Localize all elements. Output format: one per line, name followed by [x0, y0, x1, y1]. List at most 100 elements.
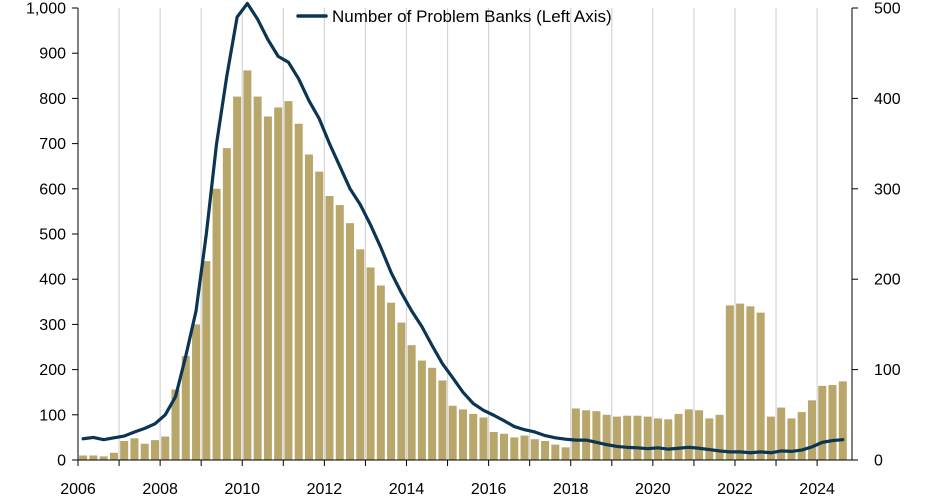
bar-23 — [315, 171, 324, 460]
left-tick-label-1: 100 — [39, 407, 66, 424]
bar-53 — [623, 415, 632, 460]
bar-series — [79, 70, 847, 461]
bar-31 — [397, 322, 406, 460]
bar-7 — [150, 440, 159, 460]
bar-30 — [387, 302, 396, 460]
bar-46 — [551, 444, 560, 460]
bar-48 — [571, 408, 580, 460]
bar-8 — [161, 436, 170, 460]
vertical-gridlines — [118, 8, 818, 460]
bar-1 — [89, 455, 98, 460]
bar-68 — [777, 407, 786, 460]
bar-57 — [664, 419, 673, 460]
x-tick-label-2022: 2022 — [717, 481, 753, 498]
bar-2 — [99, 456, 108, 460]
x-tick-label-2020: 2020 — [635, 481, 671, 498]
left-tick-label-3: 300 — [39, 317, 66, 334]
x-tick-label-2024: 2024 — [799, 481, 835, 498]
bar-24 — [325, 196, 334, 461]
bar-55 — [643, 416, 652, 460]
left-tick-label-5: 500 — [39, 227, 66, 244]
right-tick-label-3: 300 — [874, 181, 901, 198]
bar-32 — [407, 345, 416, 460]
right-tick-label-0: 0 — [874, 453, 883, 470]
left-axis-ticks: 0 100 200 300 400 500 600 700 800 900 1,000 — [26, 1, 78, 470]
bar-21 — [294, 123, 303, 460]
bar-25 — [335, 205, 344, 460]
bar-17 — [253, 96, 262, 460]
left-tick-label-9: 900 — [39, 46, 66, 63]
bar-33 — [417, 360, 426, 460]
bar-13 — [212, 188, 221, 461]
bar-41 — [500, 433, 509, 460]
bar-74 — [838, 381, 847, 460]
bar-62 — [715, 414, 724, 460]
bar-19 — [274, 107, 283, 460]
x-tick-label-2006: 2006 — [60, 481, 96, 498]
bar-12 — [202, 261, 211, 460]
bar-67 — [766, 416, 775, 460]
legend: Number of Problem Banks (Left Axis) — [296, 7, 612, 26]
bar-61 — [705, 418, 714, 460]
bar-50 — [592, 411, 601, 460]
bar-15 — [233, 96, 242, 460]
problem-banks-line — [81, 1, 845, 455]
x-tick-label-2016: 2016 — [471, 481, 507, 498]
bar-34 — [428, 367, 437, 460]
bar-14 — [222, 148, 231, 460]
bar-63 — [725, 305, 734, 460]
bar-37 — [458, 409, 467, 460]
bar-11 — [192, 324, 201, 460]
bar-44 — [530, 439, 539, 460]
bar-64 — [736, 303, 745, 460]
bar-26 — [346, 223, 355, 460]
bar-66 — [756, 312, 765, 460]
bar-65 — [746, 306, 755, 460]
right-axis-ticks: 0 100 200 300 400 500 — [852, 1, 901, 470]
bar-40 — [489, 431, 498, 460]
x-axis-ticks: 2006 2008 2010 2012 2014 2016 2018 2020 2022 2024 — [60, 460, 835, 498]
x-tick-label-2010: 2010 — [224, 481, 260, 498]
bar-35 — [438, 380, 447, 460]
bar-36 — [448, 405, 457, 460]
legend-label: Number of Problem Banks (Left Axis) — [332, 7, 612, 26]
x-tick-label-2012: 2012 — [307, 481, 343, 498]
bar-16 — [243, 70, 252, 460]
bar-6 — [140, 443, 149, 460]
left-tick-label-8: 800 — [39, 91, 66, 108]
bar-28 — [366, 267, 375, 460]
bar-59 — [684, 409, 693, 460]
right-tick-label-4: 400 — [874, 91, 901, 108]
bar-18 — [263, 116, 272, 460]
bar-9 — [171, 389, 180, 460]
left-tick-label-4: 400 — [39, 272, 66, 289]
bar-54 — [633, 415, 642, 460]
left-tick-label-7: 700 — [39, 136, 66, 153]
bar-38 — [469, 413, 478, 460]
bar-42 — [510, 437, 519, 460]
right-tick-label-1: 100 — [874, 362, 901, 379]
bar-20 — [284, 101, 293, 460]
bar-72 — [818, 385, 827, 460]
bar-58 — [674, 413, 683, 460]
bar-39 — [479, 417, 488, 460]
x-tick-label-2014: 2014 — [389, 481, 425, 498]
bar-73 — [828, 384, 837, 460]
bar-3 — [109, 452, 118, 460]
bar-5 — [130, 438, 139, 460]
bar-29 — [376, 285, 385, 460]
bar-70 — [797, 412, 806, 460]
bar-4 — [120, 441, 129, 460]
bar-71 — [807, 400, 816, 460]
bar-45 — [541, 441, 550, 460]
bar-22 — [304, 154, 313, 460]
bar-49 — [582, 410, 591, 460]
x-tick-label-2008: 2008 — [142, 481, 178, 498]
bar-69 — [787, 418, 796, 460]
bar-52 — [612, 416, 621, 460]
right-tick-label-5: 500 — [874, 1, 901, 18]
bar-0 — [79, 455, 88, 460]
right-tick-label-2: 200 — [874, 272, 901, 289]
left-tick-label-6: 600 — [39, 181, 66, 198]
